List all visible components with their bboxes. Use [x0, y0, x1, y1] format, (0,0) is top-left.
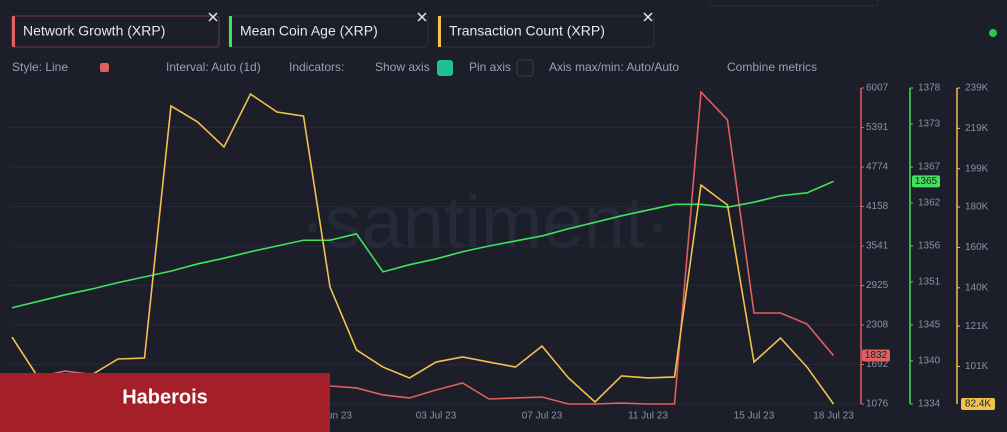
value-label: 1832 [865, 350, 888, 361]
y-tick-label: 3541 [866, 241, 889, 252]
value-label: 1365 [915, 176, 938, 187]
controls: Style: Line Interval: Auto (1d) Indicato… [12, 59, 817, 77]
close-icon[interactable] [643, 12, 653, 22]
y-tick-label: 1076 [866, 399, 889, 410]
value-label: 82.4K [965, 399, 991, 410]
plot: ·santiment· 1076 1692 2308 2925 3541 4158 4774 5… [10, 83, 995, 422]
tab-color [12, 16, 15, 47]
value-tag [862, 349, 890, 362]
metric-tabs: Network Growth (XRP) Mean Coin Age (XRP) T… [11, 12, 655, 48]
x-tick-label: 07 Jul 23 [522, 411, 563, 422]
x-tick-label: 18 Jul 23 [813, 411, 854, 422]
y-tick-label: 1367 [918, 162, 941, 173]
tab-color [229, 16, 232, 47]
y-tick-label: 1351 [918, 277, 941, 288]
combine-metrics[interactable]: Combine metrics [727, 60, 817, 74]
y-tick-label: 101K [965, 361, 989, 372]
overlay-text: Haberois [122, 386, 208, 408]
pin-axis-checkbox[interactable] [516, 59, 534, 77]
y-tick-label: 199K [965, 163, 989, 174]
y-tick-label: 1692 [866, 359, 889, 370]
y-tick-label: 4158 [866, 201, 889, 212]
y-tick-label: 219K [965, 123, 989, 134]
color-swatch[interactable] [100, 63, 109, 72]
y-tick-label: 1334 [918, 399, 941, 410]
axis-minmax[interactable]: Axis max/min: Auto/Auto [549, 60, 679, 74]
x-tick-label: 11 Jul 23 [628, 411, 668, 422]
pin-axis[interactable]: Pin axis [469, 60, 511, 74]
legend-entry: Network Growth (XRP) [23, 23, 165, 39]
value-tag [961, 398, 995, 410]
interval[interactable]: Interval: Auto (1d) [166, 60, 261, 74]
top-box [709, 0, 879, 7]
indicators[interactable]: Indicators: [289, 60, 344, 74]
series-line [11, 92, 835, 405]
y-tick-label: 5391 [866, 122, 889, 133]
x-tick-label: 15 Jul 23 [734, 411, 775, 422]
y-tick-label: 121K [965, 321, 989, 332]
tab-color [438, 16, 441, 47]
x-tick-label: 29 Jun 23 [308, 411, 352, 422]
y-tick-label: 1356 [918, 241, 941, 252]
legend-entry: Transaction Count (XRP) [449, 23, 605, 39]
y-tick-label: 140K [965, 282, 989, 293]
y-tick-label: 1378 [918, 83, 941, 94]
y-tick-label: 2308 [866, 320, 889, 331]
legend-entry: Mean Coin Age (XRP) [240, 23, 378, 39]
close-icon[interactable] [208, 12, 218, 22]
y-tick-label: 180K [965, 202, 989, 213]
overlay-banner [0, 373, 330, 432]
value-tag [912, 175, 940, 188]
show-axis-checkbox[interactable] [437, 60, 453, 76]
watermark: ·santiment· [300, 181, 670, 264]
series-line [11, 180, 834, 309]
y-tick-label: 1345 [918, 320, 941, 331]
close-icon[interactable] [417, 12, 427, 22]
status-dot [989, 29, 997, 37]
y-tick-label: 2925 [866, 280, 889, 291]
y-tick-label: 1340 [918, 356, 941, 367]
show-axis[interactable]: Show axis [375, 60, 430, 74]
x-tick-label: 03 Jul 23 [416, 411, 457, 422]
y-tick-label: 6007 [866, 83, 889, 94]
y-tick-label: 160K [965, 242, 989, 253]
y-tick-label: 239K [965, 83, 989, 94]
y-tick-label: 1373 [918, 119, 941, 130]
style[interactable]: Style: Line [12, 60, 68, 74]
y-tick-label: 1362 [918, 198, 941, 209]
y-tick-label: 4774 [866, 162, 889, 173]
